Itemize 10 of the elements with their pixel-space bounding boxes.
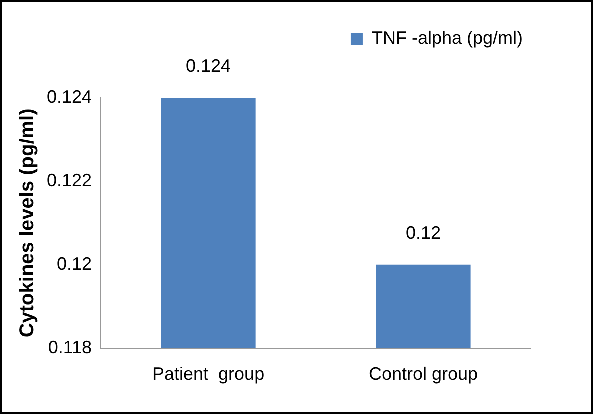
x-tick-label: Patient group (152, 364, 265, 384)
y-tick-label: 0.122 (46, 170, 92, 190)
y-tick-label: 0.124 (46, 86, 92, 107)
legend-label: TNF -alpha (pg/ml) (372, 28, 523, 48)
y-axis-title: Cytokines levels (pg/ml) (16, 108, 39, 338)
data-label: 0.12 (406, 222, 442, 243)
y-tick-label: 0.12 (56, 254, 92, 274)
x-tick-label: Control group (368, 364, 478, 384)
data-label: 0.124 (186, 56, 232, 76)
y-tick-label: 0.118 (48, 337, 92, 358)
